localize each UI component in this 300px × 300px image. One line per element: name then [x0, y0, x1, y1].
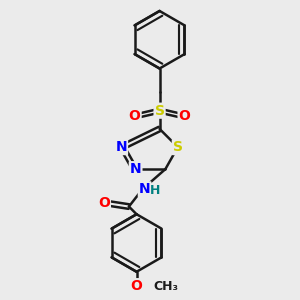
Text: N: N: [130, 162, 141, 176]
Text: S: S: [173, 140, 183, 154]
Text: O: O: [130, 279, 142, 293]
Text: O: O: [129, 110, 141, 123]
Text: N: N: [139, 182, 150, 196]
Text: O: O: [178, 110, 190, 123]
Text: N: N: [116, 140, 127, 154]
Text: O: O: [98, 196, 110, 210]
Text: CH₃: CH₃: [154, 280, 179, 292]
Text: H: H: [150, 184, 160, 197]
Text: S: S: [154, 104, 165, 118]
